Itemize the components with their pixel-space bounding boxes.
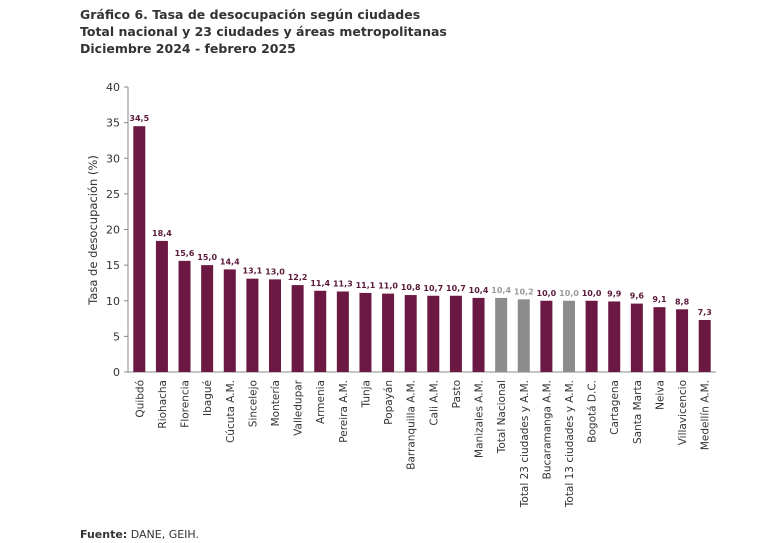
data-label: 34,5 bbox=[129, 114, 149, 123]
data-label: 10,0 bbox=[582, 289, 602, 298]
data-label: 9,1 bbox=[652, 295, 667, 304]
category-label: Cali A.M. bbox=[428, 380, 440, 426]
data-label: 13,1 bbox=[243, 267, 263, 276]
category-label: Quibdó bbox=[134, 380, 146, 418]
category-label: Total Nacional bbox=[496, 380, 508, 454]
category-label: Sincelejo bbox=[247, 380, 259, 427]
source-text: DANE, GEIH. bbox=[127, 528, 199, 541]
bar bbox=[291, 285, 304, 372]
category-label: Pereira A.M. bbox=[338, 380, 350, 443]
y-tick-label: 25 bbox=[106, 188, 120, 201]
data-label: 18,4 bbox=[152, 229, 172, 238]
category-label: Florencia bbox=[180, 380, 192, 428]
category-label: Total 23 ciudades y A.M. bbox=[519, 380, 531, 508]
data-label: 12,2 bbox=[288, 273, 308, 282]
bar bbox=[201, 265, 214, 372]
bar bbox=[382, 293, 395, 372]
bar bbox=[223, 269, 236, 372]
category-label: Tunja bbox=[360, 380, 372, 408]
data-label: 15,6 bbox=[175, 249, 195, 258]
data-label: 11,3 bbox=[333, 279, 353, 288]
category-label: Armenia bbox=[315, 380, 327, 424]
data-label: 11,4 bbox=[310, 279, 330, 288]
bar bbox=[517, 299, 530, 372]
y-tick-label: 30 bbox=[106, 152, 120, 165]
category-label: Riohacha bbox=[157, 380, 169, 429]
category-label: Total 13 ciudades y A.M. bbox=[564, 380, 576, 508]
y-tick-label: 15 bbox=[106, 259, 120, 272]
category-label: Cartagena bbox=[609, 380, 621, 435]
y-tick-label: 35 bbox=[106, 117, 120, 130]
bar bbox=[359, 292, 372, 372]
y-tick-label: 40 bbox=[106, 81, 120, 94]
data-label: 10,4 bbox=[469, 286, 489, 295]
bar bbox=[269, 279, 281, 372]
bar bbox=[178, 260, 191, 372]
bar bbox=[698, 319, 711, 372]
data-label: 10,0 bbox=[559, 289, 579, 298]
bar bbox=[495, 297, 508, 372]
data-label: 10,7 bbox=[423, 284, 443, 293]
data-label: 8,8 bbox=[675, 297, 690, 306]
chart-subtitle: Total nacional y 23 ciudades y áreas met… bbox=[80, 24, 447, 39]
category-label: Manizales A.M. bbox=[474, 380, 486, 458]
y-tick-label: 10 bbox=[106, 295, 120, 308]
bar bbox=[653, 307, 666, 372]
bar bbox=[133, 126, 146, 372]
data-label: 13,0 bbox=[265, 267, 285, 276]
category-label: Medellín A.M. bbox=[700, 380, 712, 450]
data-label: 15,0 bbox=[197, 253, 217, 262]
category-label: Santa Marta bbox=[632, 380, 644, 444]
source-label: Fuente: bbox=[80, 528, 128, 541]
data-label: 7,3 bbox=[698, 308, 712, 317]
category-label: Ibagué bbox=[202, 380, 214, 416]
bar bbox=[608, 301, 621, 372]
bar bbox=[630, 303, 643, 372]
category-label: Villavicencio bbox=[677, 380, 689, 445]
data-label: 9,6 bbox=[630, 292, 645, 301]
category-label: Cúcuta A.M. bbox=[225, 380, 237, 443]
y-tick-label: 0 bbox=[113, 366, 120, 379]
category-label: Bogotá D.C. bbox=[587, 380, 599, 443]
category-label: Montería bbox=[270, 380, 282, 426]
bar bbox=[540, 300, 553, 372]
bar bbox=[472, 297, 485, 372]
category-label: Bucaramanga A.M. bbox=[541, 380, 553, 479]
bar bbox=[404, 295, 417, 372]
data-label: 10,0 bbox=[537, 289, 557, 298]
data-label: 9,9 bbox=[607, 289, 622, 298]
data-label: 10,4 bbox=[491, 286, 511, 295]
y-tick-label: 20 bbox=[106, 224, 120, 237]
chart-period: Diciembre 2024 - febrero 2025 bbox=[80, 41, 296, 56]
bar bbox=[676, 309, 689, 372]
bar bbox=[336, 291, 349, 372]
data-label: 10,2 bbox=[514, 287, 534, 296]
y-tick-label: 5 bbox=[113, 330, 120, 343]
y-axis-label: Tasa de desocupación (%) bbox=[86, 155, 100, 306]
category-label: Barranquilla A.M. bbox=[406, 380, 418, 470]
source-note: Fuente: DANE, GEIH. bbox=[80, 528, 199, 541]
data-label: 11,1 bbox=[356, 281, 376, 290]
category-label: Neiva bbox=[654, 380, 666, 410]
bar bbox=[449, 295, 462, 372]
data-label: 11,0 bbox=[378, 282, 398, 291]
data-label: 10,7 bbox=[446, 284, 466, 293]
bar bbox=[563, 300, 575, 372]
category-label: Valledupar bbox=[293, 379, 305, 436]
category-label: Pasto bbox=[451, 380, 463, 408]
bar bbox=[246, 278, 259, 372]
bar bbox=[155, 240, 168, 372]
bar bbox=[427, 295, 440, 372]
chart-title: Gráfico 6. Tasa de desocupación según ci… bbox=[80, 7, 421, 22]
bar bbox=[314, 290, 327, 372]
bar bbox=[585, 300, 598, 372]
data-label: 10,8 bbox=[401, 283, 421, 292]
category-label: Popayán bbox=[383, 380, 395, 425]
data-label: 14,4 bbox=[220, 257, 240, 266]
